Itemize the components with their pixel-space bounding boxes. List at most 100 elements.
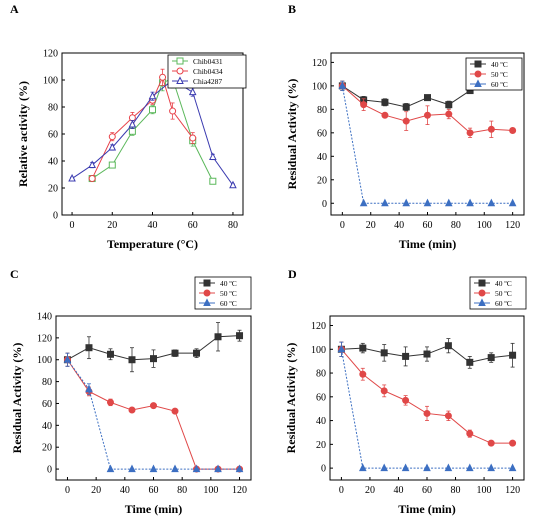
x-tick-label: 60 bbox=[149, 485, 159, 496]
x-axis-label: Time (min) bbox=[398, 502, 455, 516]
x-axis-label: Temperature (°C) bbox=[107, 237, 198, 251]
y-axis-label: Relative activity (%) bbox=[16, 81, 30, 187]
y-tick-label: 100 bbox=[311, 345, 326, 356]
data-point bbox=[150, 355, 157, 363]
y-tick-label: 80 bbox=[48, 103, 58, 114]
data-point bbox=[209, 177, 217, 185]
data-point bbox=[423, 463, 431, 472]
series-3 bbox=[338, 80, 517, 207]
data-point bbox=[381, 111, 389, 119]
data-point bbox=[423, 350, 431, 358]
data-point bbox=[402, 352, 410, 360]
data-point bbox=[149, 464, 158, 473]
data-point bbox=[465, 463, 474, 472]
data-point bbox=[487, 354, 495, 362]
y-tick-label: 0 bbox=[321, 464, 326, 475]
y-tick-label: 80 bbox=[317, 105, 327, 116]
data-point bbox=[108, 133, 116, 141]
y-tick-label: 100 bbox=[43, 76, 58, 87]
data-point bbox=[106, 398, 114, 406]
y-axis-label: Residual Activity (%) bbox=[10, 343, 24, 454]
data-point bbox=[338, 81, 347, 89]
data-point bbox=[193, 349, 201, 357]
data-point bbox=[128, 114, 136, 122]
data-point bbox=[68, 173, 76, 182]
data-point bbox=[214, 333, 222, 341]
data-point bbox=[149, 106, 156, 114]
legend-label: 50 ºC bbox=[220, 289, 237, 298]
legend-marker bbox=[478, 279, 486, 287]
legend-marker bbox=[478, 298, 486, 306]
legend-marker bbox=[176, 67, 184, 75]
data-point bbox=[466, 358, 474, 366]
series-line bbox=[91, 75, 194, 179]
y-tick-label: 40 bbox=[42, 421, 52, 432]
data-point bbox=[359, 344, 367, 352]
data-point bbox=[214, 464, 222, 473]
data-point bbox=[108, 142, 117, 151]
y-tick-label: 120 bbox=[43, 49, 58, 60]
x-tick-label: 0 bbox=[339, 485, 344, 496]
data-point bbox=[88, 160, 96, 169]
data-point bbox=[380, 387, 388, 395]
data-point bbox=[188, 87, 197, 96]
data-point bbox=[424, 94, 431, 102]
x-tick-label: 20 bbox=[107, 220, 117, 231]
y-tick-label: 60 bbox=[48, 130, 58, 141]
data-point bbox=[444, 463, 453, 472]
y-tick-label: 60 bbox=[42, 399, 52, 410]
data-point bbox=[487, 198, 496, 207]
data-point bbox=[106, 464, 115, 473]
data-point bbox=[487, 463, 496, 472]
x-tick-label: 60 bbox=[188, 220, 198, 231]
data-point bbox=[150, 402, 157, 410]
data-point bbox=[128, 464, 136, 473]
legend-marker bbox=[176, 76, 184, 84]
series-line bbox=[67, 359, 240, 470]
x-axis-label: Time (min) bbox=[399, 237, 456, 251]
legend-label: Chib0431 bbox=[193, 57, 223, 66]
y-tick-label: 0 bbox=[47, 465, 52, 476]
x-tick-label: 80 bbox=[177, 485, 187, 496]
y-tick-label: 0 bbox=[53, 211, 58, 222]
x-tick-label: 60 bbox=[422, 485, 432, 496]
data-point bbox=[128, 119, 137, 128]
legend-marker bbox=[474, 70, 482, 78]
data-point bbox=[209, 152, 217, 160]
x-tick-label: 120 bbox=[505, 220, 520, 231]
data-point bbox=[88, 175, 96, 183]
data-point bbox=[358, 463, 367, 472]
legend-label: 60 ºC bbox=[220, 299, 237, 308]
x-tick-label: 20 bbox=[91, 485, 101, 496]
legend-marker bbox=[203, 289, 211, 297]
y-tick-label: 60 bbox=[317, 128, 327, 139]
data-point bbox=[444, 198, 453, 207]
x-tick-label: 60 bbox=[423, 220, 433, 231]
data-point bbox=[487, 125, 495, 133]
legend-marker bbox=[474, 79, 482, 87]
x-tick-label: 40 bbox=[393, 485, 403, 496]
series-3 bbox=[63, 352, 244, 473]
legend-marker bbox=[203, 279, 211, 287]
legend-label: 50 ºC bbox=[491, 70, 508, 79]
chart-panel-c: C 0 20 40 60 80 100 120 140 0 20 40 60 80 100 120 Time (… bbox=[10, 267, 252, 516]
data-point bbox=[192, 464, 201, 473]
series-3 bbox=[337, 341, 517, 472]
data-point bbox=[381, 98, 389, 106]
data-point bbox=[402, 103, 410, 111]
legend-label: 60 ºC bbox=[495, 299, 512, 308]
series-2 bbox=[338, 80, 517, 138]
x-tick-label: 40 bbox=[120, 485, 130, 496]
y-tick-label: 40 bbox=[317, 152, 327, 163]
data-point bbox=[508, 463, 517, 472]
data-point bbox=[169, 107, 177, 115]
legend-marker bbox=[176, 57, 184, 65]
legend-label: 60 ºC bbox=[491, 80, 508, 89]
data-point bbox=[380, 349, 388, 357]
data-point bbox=[380, 463, 389, 472]
data-point bbox=[466, 430, 474, 438]
y-tick-label: 40 bbox=[48, 157, 58, 168]
